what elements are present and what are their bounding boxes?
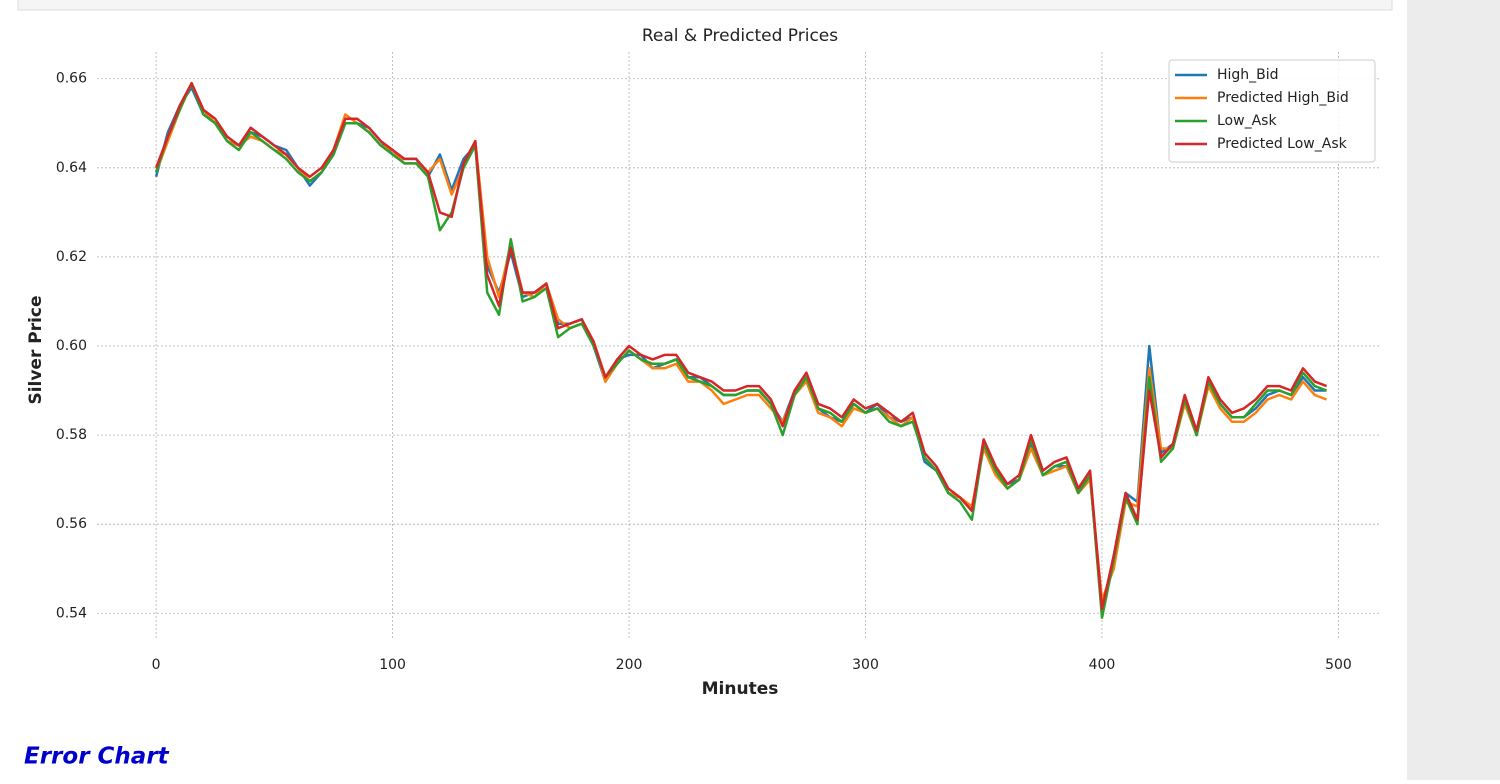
cell-output-bar (17, 0, 1393, 11)
y-tick-label: 0.54 (56, 605, 87, 621)
price-line (154, 81, 1328, 602)
x-tick-label: 200 (616, 657, 643, 673)
price-line (154, 86, 1327, 615)
legend-label: High_Bid (1217, 67, 1279, 83)
y-tick-label: 0.58 (56, 427, 87, 443)
legend-box (1168, 59, 1376, 163)
x-tick-label: 100 (379, 657, 406, 673)
legend-label: Predicted High_Bid (1217, 90, 1349, 106)
chart-title: Real & Predicted Prices (642, 26, 838, 46)
y-tick-label: 0.56 (56, 516, 87, 532)
y-tick-label: 0.60 (56, 338, 87, 354)
price-line (154, 81, 1328, 611)
legend-label: Predicted Low_Ask (1217, 136, 1348, 152)
y-tick-label: 0.66 (56, 71, 87, 87)
scrollbar-panel (1407, 0, 1500, 780)
y-tick-label: 0.64 (56, 160, 87, 176)
y-tick-label: 0.62 (56, 249, 87, 265)
x-axis-label: Minutes (702, 679, 779, 699)
legend: High_Bid Predicted High_Bid Low_Ask Predict… (1168, 59, 1376, 163)
x-tick-label: 300 (852, 657, 879, 673)
section-heading: Error Chart (24, 744, 170, 770)
x-tick-label: 0 (152, 657, 161, 673)
price-line (154, 81, 1328, 619)
legend-label: Low_Ask (1217, 113, 1277, 129)
x-tick-label: 400 (1089, 657, 1116, 673)
x-tick-label: 500 (1325, 657, 1352, 673)
y-axis-label: Silver Price (26, 295, 46, 404)
